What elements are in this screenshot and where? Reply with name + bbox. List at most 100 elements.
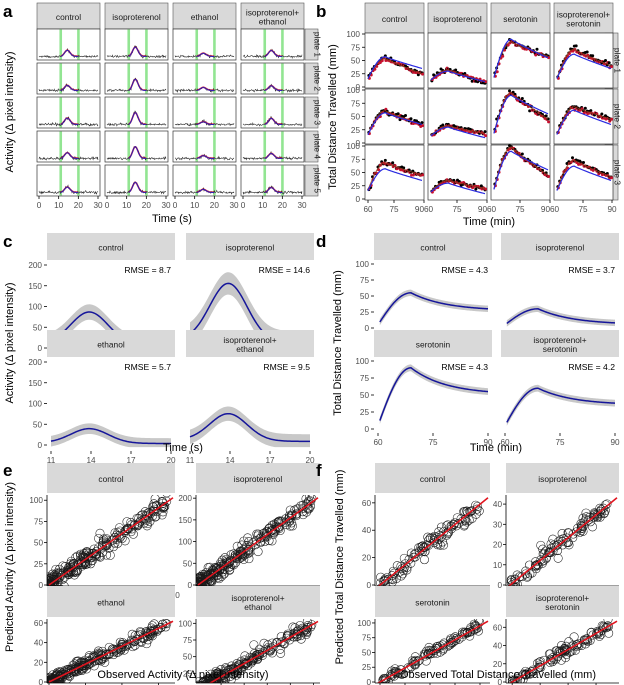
ytick-label-f-2-4: 100: [357, 619, 371, 628]
point-f-2: [460, 629, 470, 639]
ytick-label-f-1-0: 0: [497, 581, 502, 590]
ytick-label-f-2-0: 0: [366, 678, 371, 685]
rmse-d-2: RMSE = 4.3: [441, 362, 488, 372]
plot-b-1-1: [427, 88, 488, 145]
strip-c-0: [47, 233, 175, 260]
stim-window-a-3-4-0: [263, 165, 267, 196]
ytick-label-f-3-3: 60: [493, 623, 503, 632]
point-f-0: [467, 513, 477, 523]
xtick-label-a-3-2: 20: [278, 201, 288, 210]
point-e-0: [47, 579, 55, 586]
strip-d-2: [374, 330, 492, 357]
point-e-2: [90, 651, 100, 661]
stim-window-a-2-2-1: [213, 97, 216, 128]
point-e-0: [98, 542, 107, 552]
point-e-0: [130, 520, 140, 530]
point-f-0: [380, 574, 390, 584]
point-f-0: [389, 568, 399, 578]
point-e-2: [55, 671, 65, 681]
panel-a: a control isoproterenol ethanol isoprotereno…: [3, 2, 323, 225]
rmse-c-2: RMSE = 5.7: [124, 362, 171, 372]
xtick-label-a-2-2: 20: [210, 201, 220, 210]
stim-window-a-0-0-0: [59, 29, 63, 60]
point-e-0: [109, 542, 118, 552]
obs-dot-b-3-0: [604, 58, 607, 62]
xtick-label-c-3-2: 17: [265, 456, 275, 465]
xtick-label-d-2-1: 75: [428, 438, 438, 447]
panel-letter-a: a: [3, 2, 13, 21]
stim-window-a-0-2-1: [77, 97, 80, 128]
obs-dot-b-0-2: [383, 158, 387, 162]
ytick-label-f-0-2: 40: [362, 526, 372, 535]
plot-a-1-3: [104, 130, 169, 163]
plot-a-2-2: [172, 96, 237, 129]
panel-d: d control RMSE = 4.3 0 25 50 75 100 isoprotereno…: [316, 232, 620, 454]
panel-f: f control 0 20 40 60 0 20 40 60 isoproterenol 0 10 20…: [316, 461, 619, 685]
ytick-label-f-2-2: 50: [362, 648, 372, 657]
point-f-0: [387, 571, 397, 581]
ytick-label-e-2-1: 20: [34, 658, 44, 667]
point-f-2: [410, 652, 420, 662]
point-f-2: [423, 650, 433, 660]
point-f-2: [378, 675, 388, 683]
point-f-1: [553, 540, 563, 549]
strip-label-f-3-line1: isoproterenol+: [536, 593, 589, 603]
predicted-line-b-0-1: [367, 112, 423, 136]
row-strip-label-a-3: plate 4: [313, 134, 323, 159]
point-f-1: [578, 521, 588, 531]
point-e-3: [196, 681, 203, 683]
point-e-3: [251, 652, 261, 662]
obs-dot-b-3-1: [600, 112, 604, 116]
strip-label-e-0: control: [98, 474, 123, 484]
point-e-0: [158, 507, 168, 517]
point-f-1: [517, 572, 527, 582]
point-e-1: [196, 583, 203, 586]
point-e-2: [47, 676, 54, 683]
point-f-1: [601, 500, 611, 510]
xtick-label-b-4: 9060: [478, 205, 497, 214]
point-e-2: [76, 664, 86, 674]
point-e-3: [249, 640, 259, 650]
strip-label-a-3-line1: isoproterenol+: [246, 7, 299, 17]
ytick-label-e-0-4: 100: [29, 496, 43, 505]
ytick-label-e-2-2: 40: [34, 639, 44, 648]
plot-area-f-1: [506, 497, 618, 586]
predicted-trace-a-0-1: [60, 85, 79, 91]
ytick-label-e-1-0: 0: [187, 581, 192, 590]
point-e-1: [298, 510, 308, 520]
point-e-0: [65, 567, 75, 576]
point-e-2: [47, 675, 57, 683]
strip-label-d-3: isoproterenol+ serotonin: [533, 335, 586, 354]
point-f-3: [512, 681, 520, 683]
ytick-label-b-2-4: 100: [346, 142, 360, 151]
xtick-label-a-0-2: 20: [74, 201, 84, 210]
y-axis-label-b: Total Distance Travelled (mm): [327, 44, 339, 190]
ytick-label-f-2-3: 75: [362, 634, 372, 643]
rmse-d-0: RMSE = 4.3: [441, 265, 488, 275]
strip-a-1: [104, 2, 169, 30]
strip-label-f-2: serotonin: [415, 597, 450, 607]
point-e-3: [196, 681, 204, 683]
point-f-3: [508, 676, 517, 683]
obs-dot-b-2-1: [544, 114, 548, 118]
plot-a-3-0: [240, 28, 305, 61]
point-e-0: [148, 506, 158, 516]
xtick-label-c-3-1: 14: [225, 456, 235, 465]
point-e-3: [197, 681, 205, 683]
point-e-1: [223, 557, 233, 567]
point-f-0: [396, 571, 406, 581]
row-strip-label-a-2: plate 3: [313, 100, 323, 125]
xtick-label-a-2-0: 0: [173, 201, 178, 210]
regression-line-e-3: [208, 620, 319, 683]
predicted-trace-a-2-4: [196, 189, 215, 193]
predicted-line-b-0-2: [367, 168, 423, 192]
ytick-label-e-3-0: 25: [183, 669, 193, 678]
ytick-label-c-2-4: 200: [28, 358, 42, 367]
plot-a-1-4: [104, 164, 169, 197]
ytick-label-c-0-2: 100: [28, 303, 42, 312]
ytick-label-f-0-1: 20: [362, 554, 372, 563]
stim-window-a-0-3-1: [77, 131, 80, 162]
predicted-trace-a-1-0: [128, 46, 147, 57]
point-e-3: [239, 659, 249, 669]
strip-e-3: [196, 586, 320, 617]
